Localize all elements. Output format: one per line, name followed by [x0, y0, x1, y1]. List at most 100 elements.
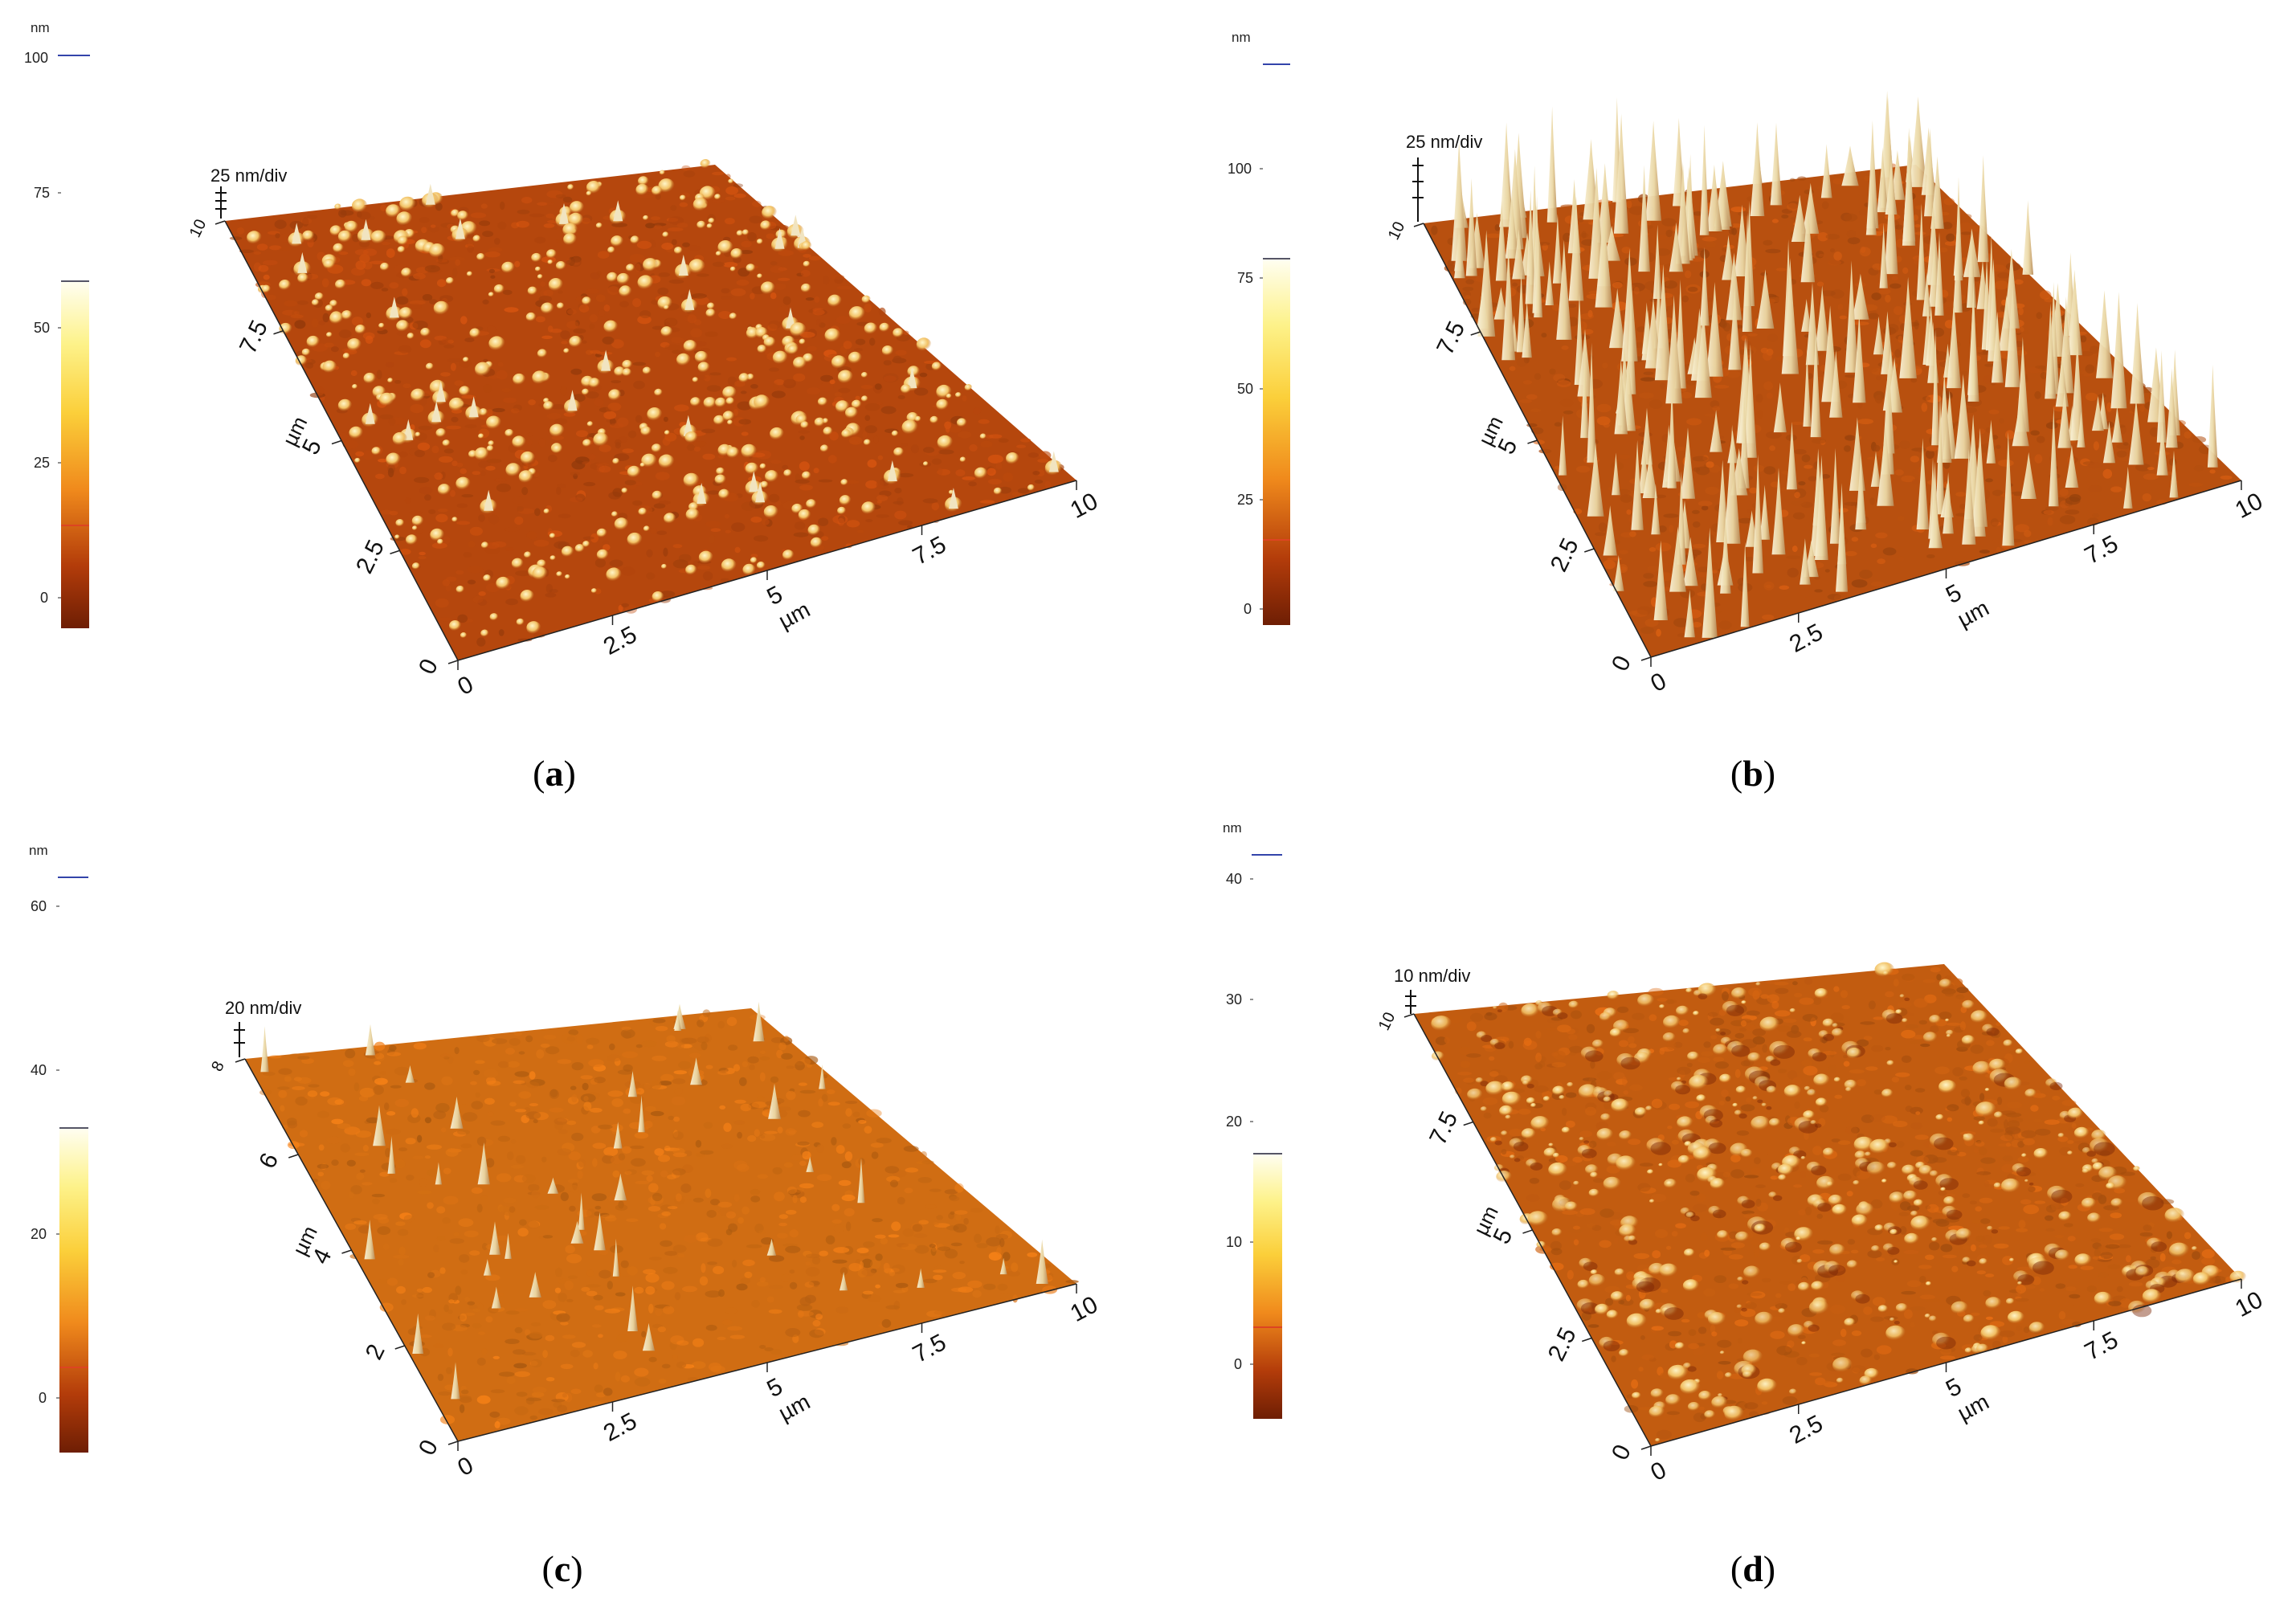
colorbar-d: nm 40 30 20 10 0	[1223, 820, 1282, 1419]
y-tick-label-3: 7.5	[235, 317, 273, 358]
colorbar-tick-b-2: 50	[1237, 381, 1253, 397]
colorbar-tick-b-4: 0	[1244, 601, 1252, 617]
y-tick-3	[273, 330, 284, 335]
x-tick-label-3: 7.5	[2081, 530, 2122, 570]
x-tick-label-3: 7.5	[2081, 1326, 2122, 1366]
y-tick-4	[214, 220, 226, 225]
y-tick-1	[394, 1345, 405, 1350]
afm-surface-c	[245, 1001, 1079, 1441]
colorbar-tick-d-2: 20	[1226, 1114, 1242, 1130]
colorbar-tick-b-3: 25	[1237, 492, 1253, 508]
y-tick-label-1: 2.5	[351, 536, 390, 578]
x-tick-label-4: 10	[2231, 488, 2267, 524]
y-tick-label-4: 10	[1375, 1010, 1399, 1034]
panel-b: nm 100 75 50 25 0 25 nm/div 02.557.510µm…	[1228, 30, 2267, 794]
y-tick-label-3: 7.5	[1424, 1107, 1463, 1149]
colorbar-tick-a-1: 75	[34, 185, 50, 201]
colorbar-tick-c-3: 0	[39, 1390, 47, 1406]
x-tick-label-1: 2.5	[599, 621, 641, 660]
x-tick-label-1: 2.5	[1785, 1410, 1827, 1449]
y-tick-3	[288, 1154, 299, 1159]
y-tick-label-0: 0	[414, 1436, 443, 1459]
panel-a: nm 100 75 50 25 0 25 nm/div 02.557.510µm…	[24, 20, 1102, 794]
colorbar-tick-a-2: 50	[34, 320, 50, 336]
colorbar-b: nm 100 75 50 25 0	[1228, 30, 1290, 625]
y-tick-2	[1522, 1229, 1533, 1234]
y-tick-1	[1584, 548, 1595, 553]
scale-label-c: 20 nm/div	[225, 998, 301, 1018]
x-tick-label-1: 2.5	[1785, 619, 1827, 658]
y-tick-label-3: 6	[254, 1149, 284, 1172]
x-tick-label-4: 10	[1066, 1291, 1102, 1327]
y-tick-label-1: 2.5	[1543, 1323, 1582, 1365]
colorbar-unit-b: nm	[1232, 30, 1251, 45]
colorbar-tick-b-1: 75	[1237, 270, 1253, 286]
colorbar-tick-d-3: 10	[1226, 1234, 1242, 1250]
x-tick-label-1: 2.5	[599, 1408, 641, 1447]
y-tick-4	[1413, 223, 1424, 227]
colorbar-tick-b-0: 100	[1228, 161, 1252, 177]
x-tick-label-3: 7.5	[909, 1329, 950, 1368]
y-tick-0	[1640, 1445, 1652, 1450]
y-tick-label-4: 8	[208, 1059, 228, 1075]
scale-bar-c	[234, 1022, 245, 1057]
y-tick-0	[447, 660, 459, 664]
colorbar-c: nm 60 40 20 0	[29, 843, 88, 1453]
x-tick-label-0: 0	[1646, 668, 1670, 697]
colorbar-unit-d: nm	[1223, 820, 1242, 836]
y-tick-label-0: 0	[414, 655, 443, 678]
y-tick-label-3: 7.5	[1432, 317, 1470, 359]
x-tick-label-0: 0	[1646, 1457, 1670, 1486]
colorbar-tick-a-0: 100	[24, 50, 48, 66]
y-tick-label-1: 2.5	[1546, 534, 1584, 576]
caption-b: (b)	[1730, 753, 1775, 794]
y-tick-2	[341, 1249, 352, 1254]
x-tick-label-4: 10	[1066, 488, 1102, 524]
caption-a: (a)	[533, 753, 576, 794]
x-tick-label-4: 10	[2231, 1286, 2267, 1322]
x-tick-label-0: 0	[453, 1452, 477, 1481]
afm-surface-b	[1424, 91, 2241, 657]
scale-bar-a	[215, 186, 227, 219]
y-tick-0	[1640, 656, 1652, 661]
scale-label-d: 10 nm/div	[1394, 966, 1470, 986]
colorbar-tick-a-4: 0	[40, 590, 48, 606]
colorbar-tick-c-1: 40	[31, 1062, 47, 1078]
y-tick-3	[1463, 1121, 1473, 1126]
scale-bar-b	[1412, 157, 1424, 222]
caption-c: (c)	[541, 1548, 582, 1589]
y-tick-label-0: 0	[1607, 1441, 1636, 1464]
y-tick-label-0: 0	[1607, 652, 1636, 675]
colorbar-unit-c: nm	[29, 843, 48, 858]
x-tick-label-3: 7.5	[909, 531, 950, 570]
colorbar-unit-a: nm	[31, 20, 50, 35]
y-tick-label-4: 10	[1385, 219, 1409, 243]
colorbar-tick-c-0: 60	[31, 898, 47, 914]
colorbar-tick-a-3: 25	[34, 455, 50, 471]
y-tick-0	[447, 1441, 459, 1445]
caption-d: (d)	[1730, 1548, 1775, 1589]
y-tick-1	[390, 550, 400, 554]
y-tick-2	[331, 439, 342, 445]
afm-surface-d	[1414, 962, 2247, 1446]
colorbar-tick-d-4: 0	[1234, 1356, 1242, 1372]
y-tick-label-1: 2	[361, 1340, 390, 1363]
panel-d: nm 40 30 20 10 0 10 nm/div 02.557.510µm0…	[1223, 820, 2267, 1589]
y-tick-4	[1403, 1013, 1415, 1018]
y-tick-label-4: 10	[186, 217, 210, 241]
colorbar-tick-d-0: 40	[1226, 871, 1242, 887]
x-tick-label-0: 0	[453, 671, 477, 701]
scale-label-b: 25 nm/div	[1406, 132, 1482, 152]
colorbar-a: nm 100 75 50 25 0	[24, 20, 90, 628]
colorbar-tick-c-2: 20	[31, 1226, 47, 1242]
scale-bar-d	[1405, 990, 1416, 1014]
y-tick-4	[235, 1058, 246, 1063]
scale-label-a: 25 nm/div	[210, 166, 287, 186]
afm-surface-a	[225, 159, 1077, 660]
panel-c: nm 60 40 20 0 20 nm/div 02.557.510µm0246…	[29, 843, 1102, 1589]
y-tick-3	[1470, 331, 1481, 336]
y-tick-1	[1582, 1337, 1592, 1342]
colorbar-tick-d-1: 30	[1226, 991, 1242, 1007]
y-tick-2	[1527, 439, 1538, 444]
